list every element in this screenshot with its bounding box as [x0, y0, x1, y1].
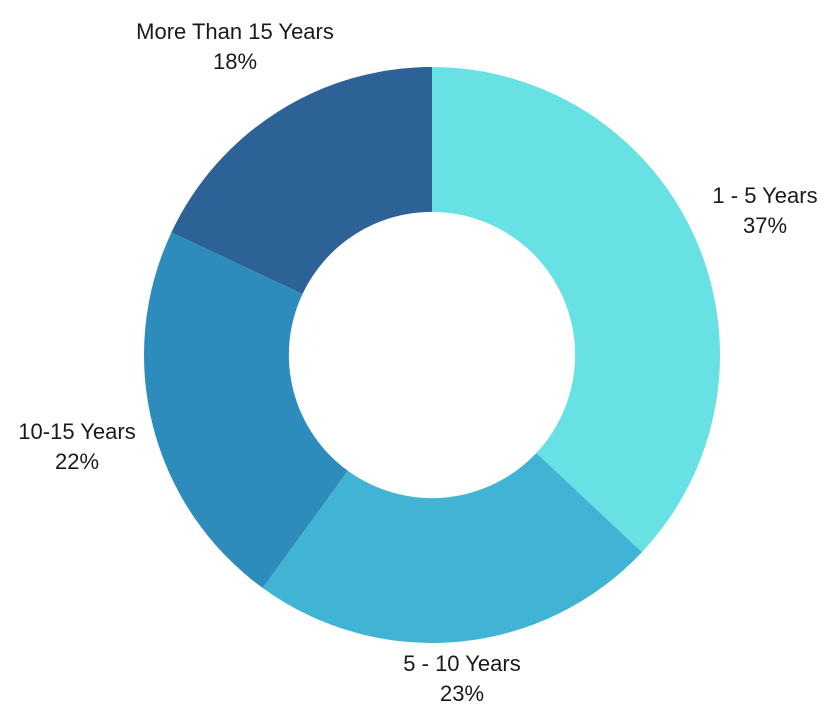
slice-label-more-than-15-years: More Than 15 Years 18% [136, 17, 334, 77]
slice-label-1-5-years: 1 - 5 Years 37% [712, 181, 817, 241]
donut-slice-5-10-years [262, 452, 642, 643]
slice-label-text: More Than 15 Years [136, 19, 334, 44]
slice-label-text: 5 - 10 Years [403, 651, 521, 676]
slice-label-pct: 37% [742, 213, 788, 238]
slice-label-pct: 18% [212, 49, 258, 74]
slice-label-pct: 23% [439, 681, 485, 706]
slice-label-10-15-years: 10-15 Years 22% [18, 417, 135, 477]
slice-label-text: 10-15 Years [18, 419, 136, 444]
slice-label-text: 1 - 5 Years [712, 183, 818, 208]
donut-slice-1-5-years [432, 67, 720, 553]
donut-slice-more-than-15-years [171, 67, 432, 295]
slice-label-pct: 22% [54, 449, 100, 474]
slice-label-5-10-years: 5 - 10 Years 23% [403, 649, 520, 709]
donut-slice-10-15-years [144, 232, 348, 588]
